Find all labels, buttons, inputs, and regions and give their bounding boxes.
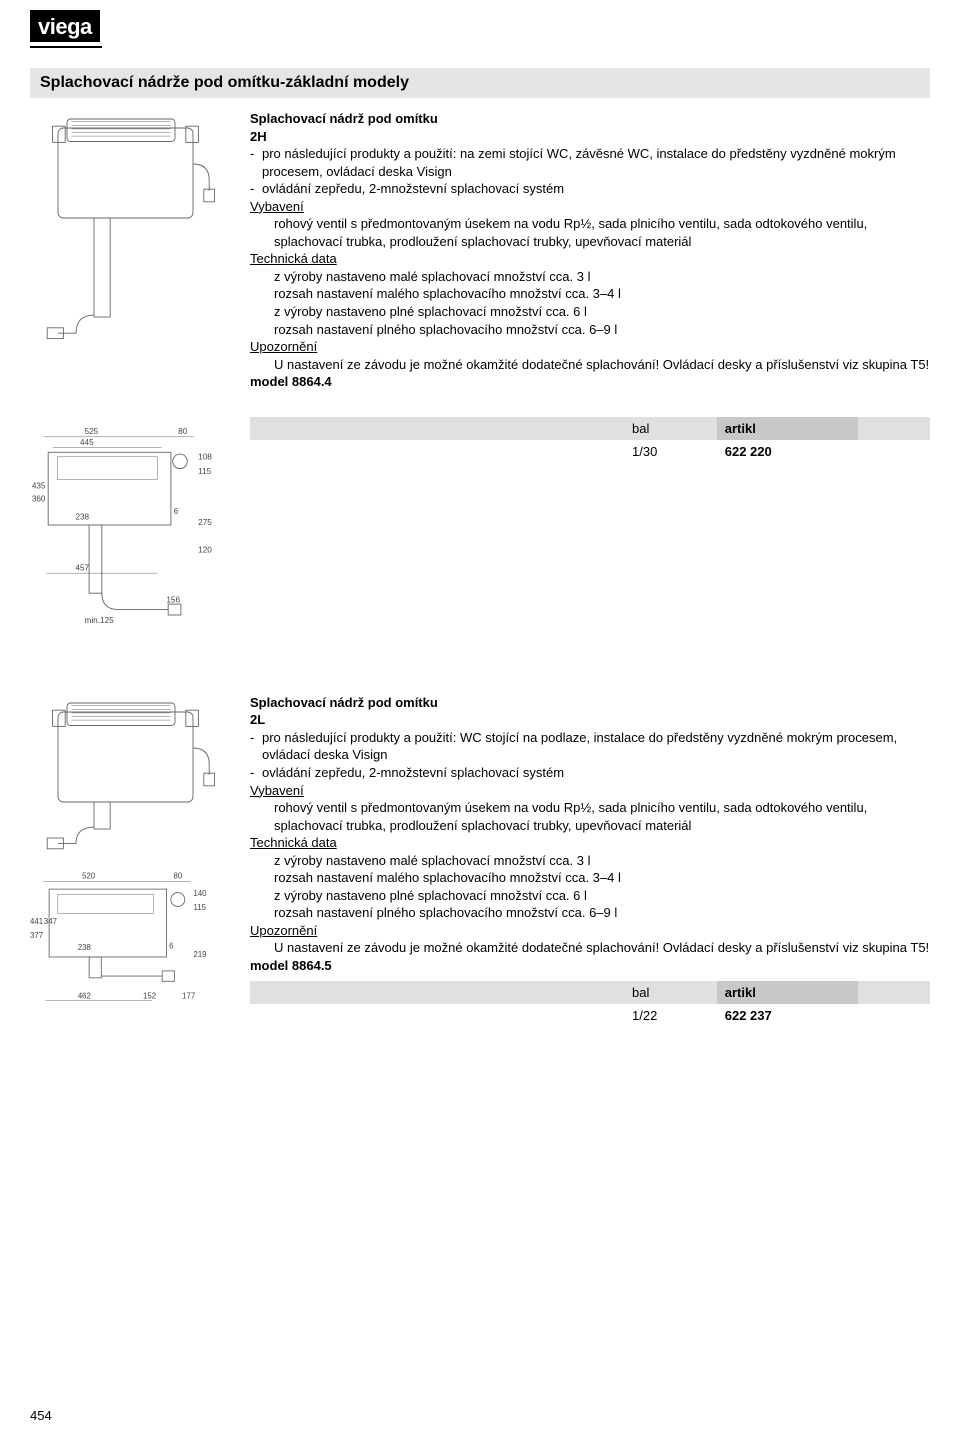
svg-text:115: 115 (198, 467, 211, 476)
spec-table-2: bal artikl 1/22 622 237 (250, 981, 930, 1028)
svg-text:140: 140 (193, 889, 207, 898)
table-header-empty (858, 981, 894, 1005)
spec-table-1: bal artikl 1/30 622 220 (250, 417, 930, 464)
svg-text:6: 6 (174, 507, 179, 516)
bullet-dash: - (250, 764, 262, 782)
svg-text:347: 347 (44, 917, 57, 926)
svg-text:377: 377 (30, 931, 43, 940)
table-header-empty (894, 417, 930, 441)
svg-text:238: 238 (75, 512, 89, 521)
note-heading: Upozornění (250, 922, 930, 940)
cell-artikl: 622 237 (717, 1004, 858, 1028)
table-header-empty (250, 417, 624, 441)
product-illustration-1 (40, 110, 220, 344)
equip-text: rohový ventil s předmontovaným úsekem na… (250, 799, 930, 834)
model-label: model 8864.4 (250, 373, 930, 391)
dimension-drawing-2: 520 80 140 115 441 347 377 238 6 219 462 (30, 870, 230, 1009)
bullet-text: pro následující produkty a použití: WC s… (262, 729, 930, 764)
svg-text:219: 219 (193, 950, 206, 959)
table-header-bal: bal (624, 417, 717, 441)
bullet-dash: - (250, 729, 262, 764)
dimension-drawing-1: 525 445 80 108 115 435 360 238 6 275 120… (30, 425, 230, 634)
equip-heading: Vybavení (250, 782, 930, 800)
svg-text:445: 445 (80, 438, 94, 447)
svg-text:462: 462 (78, 992, 91, 1001)
bullet-text: pro následující produkty a použití: na z… (262, 145, 930, 180)
svg-text:435: 435 (32, 481, 46, 490)
bullet-text: ovládání zepředu, 2-množstevní splachova… (262, 180, 564, 198)
tech-line: rozsah nastavení malého splachovacího mn… (250, 285, 930, 303)
table-header-empty (858, 417, 894, 441)
bullet-dash: - (250, 145, 262, 180)
table-header-empty (250, 981, 624, 1005)
table-header-artikl: artikl (717, 981, 858, 1005)
svg-text:6: 6 (169, 941, 173, 950)
table-header-bal: bal (624, 981, 717, 1005)
tech-heading: Technická data (250, 834, 930, 852)
svg-text:441: 441 (30, 917, 43, 926)
product-subtitle: 2H (250, 128, 930, 146)
svg-text:120: 120 (198, 545, 212, 554)
bullet-text: ovládání zepředu, 2-množstevní splachova… (262, 764, 564, 782)
svg-text:80: 80 (173, 872, 182, 881)
product-block-1: Splachovací nádrž pod omítku 2H -pro nás… (30, 110, 930, 391)
note-text: U nastavení ze závodu je možné okamžité … (250, 939, 930, 957)
svg-text:457: 457 (75, 563, 89, 572)
tech-line: z výroby nastaveno malé splachovací množ… (250, 852, 930, 870)
tech-line: rozsah nastavení malého splachovacího mn… (250, 869, 930, 887)
logo-text: viega (30, 10, 100, 42)
page-number: 454 (30, 1408, 930, 1423)
svg-text:275: 275 (198, 518, 212, 527)
tech-line: rozsah nastavení plného splachovacího mn… (250, 904, 930, 922)
section-title: Splachovací nádrže pod omítku-základní m… (30, 68, 930, 98)
equip-text: rohový ventil s předmontovaným úsekem na… (250, 215, 930, 250)
cell-artikl: 622 220 (717, 440, 858, 464)
svg-text:115: 115 (193, 903, 206, 912)
note-heading: Upozornění (250, 338, 930, 356)
table-header-empty (894, 981, 930, 1005)
cell-bal: 1/30 (624, 440, 717, 464)
svg-text:177: 177 (182, 992, 195, 1001)
svg-text:108: 108 (198, 452, 212, 461)
svg-text:156: 156 (166, 595, 180, 604)
tech-line: z výroby nastaveno plné splachovací množ… (250, 887, 930, 905)
svg-text:520: 520 (82, 872, 96, 881)
equip-heading: Vybavení (250, 198, 930, 216)
svg-text:238: 238 (78, 943, 91, 952)
svg-text:80: 80 (178, 427, 188, 436)
svg-text:360: 360 (32, 494, 46, 503)
product-title: Splachovací nádrž pod omítku (250, 110, 930, 128)
table-row: 1/30 622 220 (250, 440, 930, 464)
svg-text:152: 152 (143, 992, 156, 1001)
product-block-2: 520 80 140 115 441 347 377 238 6 219 462 (30, 694, 930, 1028)
note-text: U nastavení ze závodu je možné okamžité … (250, 356, 930, 374)
tech-heading: Technická data (250, 250, 930, 268)
tech-line: z výroby nastaveno plné splachovací množ… (250, 303, 930, 321)
tech-line: rozsah nastavení plného splachovacího mn… (250, 321, 930, 339)
cell-bal: 1/22 (624, 1004, 717, 1028)
svg-text:min.125: min.125 (85, 616, 115, 625)
logo-underline (30, 46, 102, 48)
tech-line: z výroby nastaveno malé splachovací množ… (250, 268, 930, 286)
svg-text:525: 525 (85, 427, 99, 436)
brand-logo: viega (30, 10, 930, 48)
table-row: 1/22 622 237 (250, 1004, 930, 1028)
bullet-dash: - (250, 180, 262, 198)
product-title: Splachovací nádrž pod omítku (250, 694, 930, 712)
product-subtitle: 2L (250, 711, 930, 729)
product-spec-row-1: 525 445 80 108 115 435 360 238 6 275 120… (30, 411, 930, 634)
table-header-artikl: artikl (717, 417, 858, 441)
model-label: model 8864.5 (250, 957, 930, 975)
product-illustration-2 (40, 694, 220, 856)
